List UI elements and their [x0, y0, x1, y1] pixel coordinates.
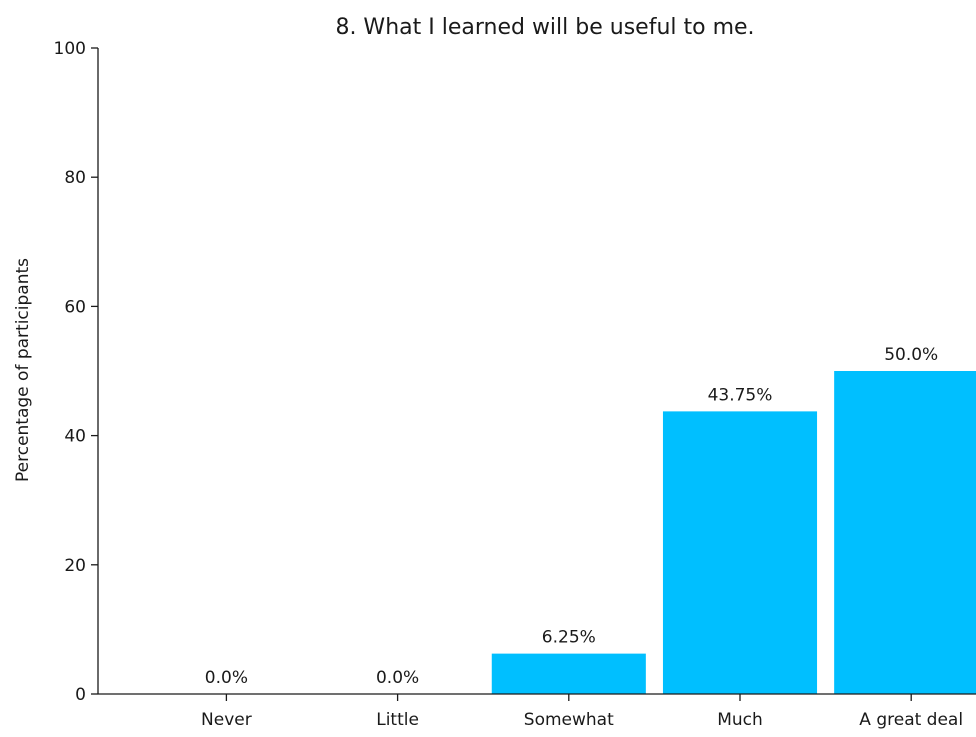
bar-much [662, 411, 818, 694]
y-tick-label: 20 [64, 556, 86, 576]
value-label: 0.0% [376, 668, 419, 688]
value-label: 50.0% [884, 345, 938, 365]
axes [97, 48, 976, 695]
bar-a-great-deal [834, 371, 976, 694]
value-labels: 0.0% 0.0% 6.25% 43.75% 50.0% [205, 345, 938, 688]
value-label: 43.75% [708, 385, 773, 405]
y-tick-label: 80 [64, 168, 86, 188]
x-tick-label: Little [376, 710, 419, 730]
y-axis-ticks: 0 20 40 60 80 100 [54, 39, 98, 705]
value-label: 6.25% [542, 628, 596, 648]
y-tick-label: 100 [54, 39, 86, 59]
value-label: 0.0% [205, 668, 248, 688]
x-tick-label: A great deal [859, 710, 963, 730]
bar-somewhat [491, 653, 646, 694]
x-tick-label: Somewhat [524, 710, 614, 730]
y-axis-label: Percentage of participants [13, 258, 33, 482]
y-tick-label: 0 [75, 685, 86, 705]
y-tick-label: 40 [64, 427, 86, 447]
chart-title: 8. What I learned will be useful to me. [335, 15, 754, 40]
y-tick-label: 60 [64, 297, 86, 317]
bars [491, 371, 976, 694]
x-axis-ticks: Never Little Somewhat Much A great deal [201, 694, 963, 730]
x-tick-label: Much [717, 710, 763, 730]
x-tick-label: Never [201, 710, 252, 730]
